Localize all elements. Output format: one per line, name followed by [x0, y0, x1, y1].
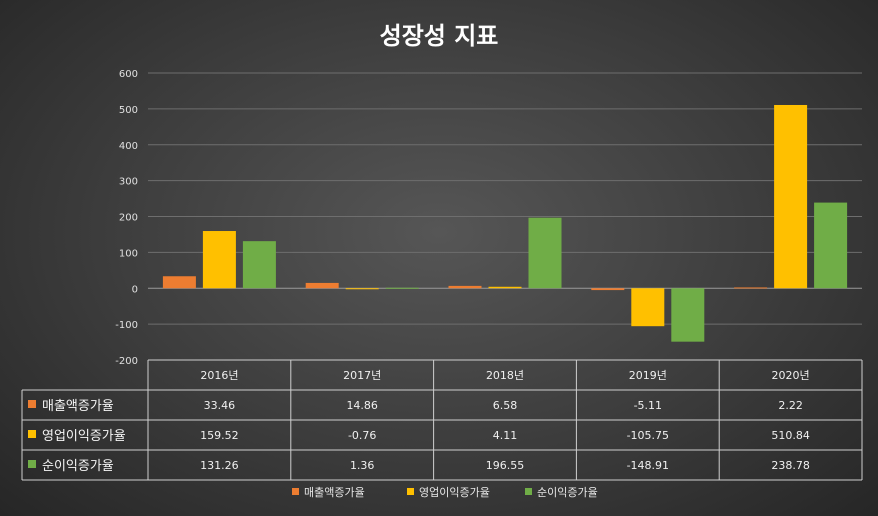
legend-key [525, 488, 532, 495]
table-header-cell: 2019년 [629, 369, 667, 382]
y-tick-label: -200 [115, 356, 138, 367]
bar-3-2 [385, 287, 419, 289]
legend: 매출액증가율 영업이익증가율 순이익증가율 [292, 486, 598, 499]
table-cell: 2.22 [778, 399, 803, 412]
table-cell: -105.75 [627, 429, 669, 442]
table-header-cell: 2017년 [343, 369, 381, 382]
legend-label: 순이익증가율 [537, 486, 598, 499]
table-legend-key [28, 400, 36, 408]
table-header-cell: 2020년 [772, 369, 810, 382]
bar-2-2 [345, 288, 379, 290]
y-tick-label: -100 [115, 320, 138, 331]
legend-label: 영업이익증가율 [419, 486, 490, 499]
chart-title: 성장성 지표 [380, 22, 499, 50]
y-tick-label: 0 [132, 284, 138, 295]
bar-2-1 [202, 231, 236, 289]
y-tick-label: 300 [119, 177, 138, 188]
table-row-label: 매출액증가율 [42, 399, 114, 414]
table-cell: 196.55 [486, 459, 525, 472]
y-tick-label: 600 [119, 69, 138, 80]
table-legend-key [28, 430, 36, 438]
table-cell: 33.46 [204, 399, 236, 412]
legend-key [292, 488, 299, 495]
table-row-label: 순이익증가율 [42, 459, 114, 474]
bar-3-4 [671, 288, 705, 342]
table-cell: -5.11 [634, 399, 662, 412]
bar-3-1 [242, 241, 276, 289]
table-cell: 159.52 [200, 429, 239, 442]
table-cell: 6.58 [493, 399, 518, 412]
bar-1-5 [734, 287, 768, 289]
y-axis-ticks: 600 500 400 300 200 100 0 -100 -200 [115, 69, 138, 367]
table-cell: 510.84 [771, 429, 810, 442]
bar-2-3 [488, 286, 522, 289]
table-cell: 238.78 [771, 459, 810, 472]
bar-2-5 [774, 104, 808, 289]
bar-3-5 [814, 202, 848, 289]
bar-1-2 [305, 282, 339, 289]
bar-1-3 [448, 285, 482, 289]
y-tick-label: 500 [119, 105, 138, 116]
table-cell: 14.86 [346, 399, 378, 412]
y-tick-label: 400 [119, 141, 138, 152]
table-header-cell: 2018년 [486, 369, 524, 382]
table-header-cell: 2016년 [200, 369, 238, 382]
bar-1-4 [591, 288, 625, 291]
table-cell: -0.76 [348, 429, 376, 442]
bar-1-1 [162, 276, 196, 289]
bars [162, 104, 848, 342]
bar-2-4 [631, 288, 665, 327]
table-cell: -148.91 [627, 459, 669, 472]
table-cell: 4.11 [493, 429, 518, 442]
table-cell: 1.36 [350, 459, 375, 472]
table-cell: 131.26 [200, 459, 239, 472]
y-tick-label: 100 [119, 248, 138, 259]
legend-key [407, 488, 414, 495]
table-row-label: 영업이익증가율 [42, 429, 126, 444]
legend-label: 매출액증가율 [304, 486, 365, 499]
y-tick-label: 200 [119, 213, 138, 224]
table-legend-key [28, 460, 36, 468]
bar-3-3 [528, 217, 562, 289]
